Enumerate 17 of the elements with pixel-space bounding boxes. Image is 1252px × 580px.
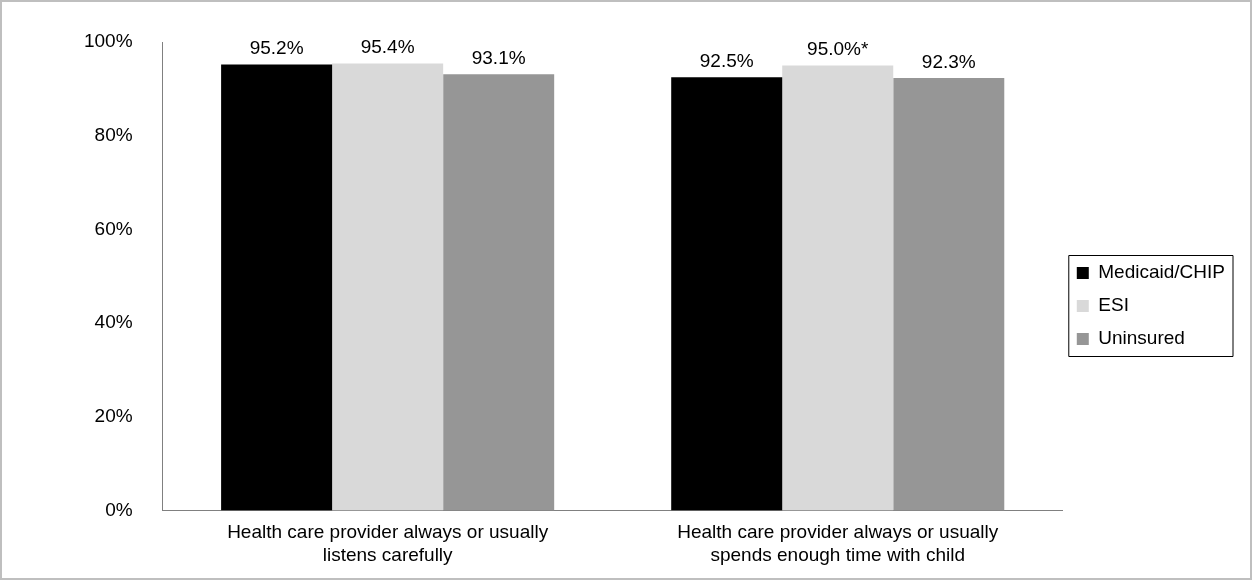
- y-tick-label: 0%: [105, 498, 133, 520]
- data-label: 95.4%: [360, 36, 415, 58]
- y-tick-label: 60%: [94, 217, 133, 239]
- x-tick-label: Health care provider always or usually spends enough time with child: [677, 521, 999, 565]
- x-tick-label: Health care provider always or usually listens carefully: [227, 521, 549, 565]
- data-label: 95.0%*: [807, 38, 869, 60]
- legend-label: Medicaid/CHIP: [1098, 261, 1226, 283]
- legend-label: ESI: [1098, 294, 1129, 316]
- y-tick-label: 80%: [94, 123, 133, 145]
- data-label: 92.5%: [699, 49, 754, 71]
- data-label: 92.3%: [921, 50, 976, 72]
- data-label: 93.1%: [471, 47, 526, 69]
- legend-label: Uninsured: [1098, 327, 1185, 349]
- y-tick-label: 20%: [94, 404, 133, 426]
- data-label: 95.2%: [249, 37, 304, 59]
- y-tick-label: 100%: [83, 30, 133, 52]
- y-tick-label: 40%: [94, 311, 133, 333]
